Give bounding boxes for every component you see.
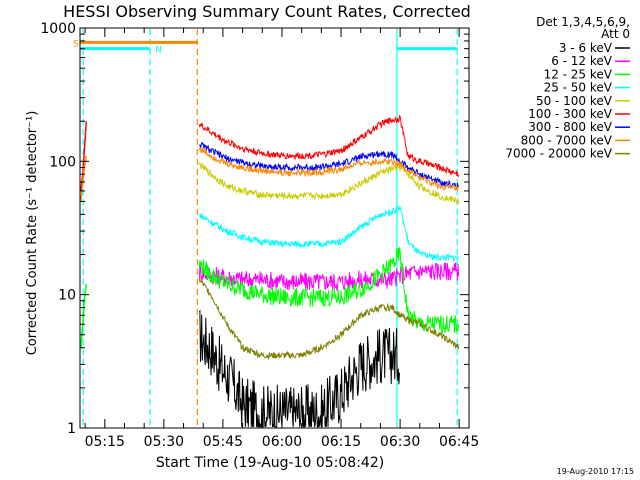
series-line xyxy=(199,141,460,190)
x-tick-label: 05:30 xyxy=(144,434,184,450)
y-tick-label: 10 xyxy=(58,288,76,304)
series-line xyxy=(198,277,460,361)
plot-frame xyxy=(79,27,470,429)
x-tick-label: 06:00 xyxy=(262,434,302,450)
x-tick-label: 05:45 xyxy=(203,434,243,450)
legend-header-line-1: Det 1,3,4,5,6,9, xyxy=(536,15,630,29)
x-tick-label: 06:30 xyxy=(380,434,420,450)
legend-entry-label: 25 - 50 keV xyxy=(544,81,613,95)
series-line xyxy=(198,262,460,292)
x-tick-label: 06:15 xyxy=(321,434,361,450)
y-tick-label: 100 xyxy=(49,154,76,170)
series-line xyxy=(198,147,460,192)
pre-gap-trace xyxy=(80,284,88,348)
legend-entry-label: 50 - 100 keV xyxy=(536,94,613,108)
chart-title: HESSI Observing Summary Count Rates, Cor… xyxy=(63,2,471,21)
x-axis: 05:15 05:30 05:45 06:00 06:15 06:30 06:45 xyxy=(84,28,479,450)
y-axis-label: Corrected Count Rate (s⁻¹ detector⁻¹) xyxy=(25,111,40,356)
series-line xyxy=(198,161,460,205)
legend-entry-label: 800 - 7000 keV xyxy=(521,133,613,147)
flag-label: N xyxy=(155,46,162,56)
series-line xyxy=(198,247,460,334)
legend-entry-label: 12 - 25 keV xyxy=(544,67,613,81)
series-line xyxy=(199,205,460,263)
series-line xyxy=(198,115,460,177)
timestamp-footer: 19-Aug-2010 17:15 xyxy=(557,467,634,476)
series-line xyxy=(198,309,400,428)
y-tick-label: 1000 xyxy=(40,21,76,37)
y-tick-label: 1 xyxy=(67,421,76,437)
plot-area: SN xyxy=(73,29,460,428)
x-tick-label: 05:15 xyxy=(85,434,125,450)
legend-entry-label: 100 - 300 keV xyxy=(528,107,612,121)
pre-gap-trace xyxy=(80,121,88,191)
legend-entry-label: 300 - 800 keV xyxy=(528,120,612,134)
flag-label: S xyxy=(73,39,79,49)
legend-header-line-2: Att 0 xyxy=(601,27,630,41)
legend-entry-label: 7000 - 20000 keV xyxy=(505,147,612,161)
x-tick-label: 06:45 xyxy=(439,434,479,450)
legend-entry-label: 6 - 12 keV xyxy=(551,54,613,68)
legend-entry-label: 3 - 6 keV xyxy=(559,41,613,55)
x-axis-label: Start Time (19-Aug-10 05:08:42) xyxy=(156,455,384,471)
y-axis: 1 10 100 1000 xyxy=(40,21,469,437)
